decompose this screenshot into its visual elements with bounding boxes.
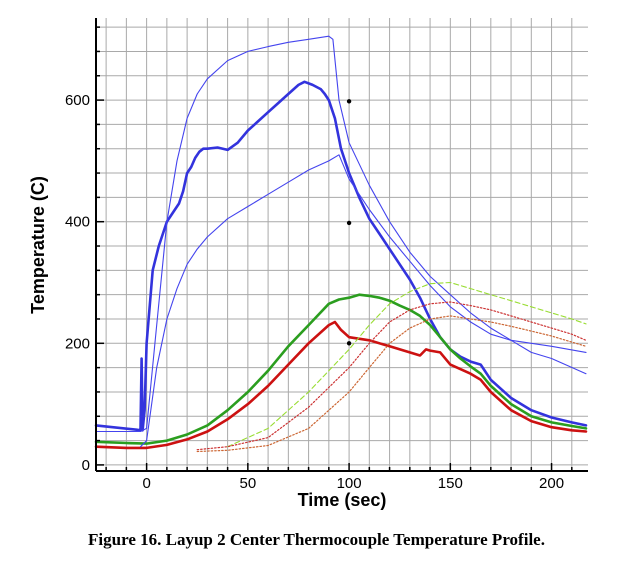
x-tick-label: 0 xyxy=(142,475,150,492)
x-tick-label: 200 xyxy=(539,475,564,492)
x-tick-label: 100 xyxy=(337,475,362,492)
x-tick-label: 150 xyxy=(438,475,463,492)
y-tick-label: 0 xyxy=(82,457,90,474)
series-line-5 xyxy=(139,154,587,448)
y-axis-title: Temperature (C) xyxy=(28,176,48,314)
grid xyxy=(96,18,588,471)
y-tick-label: 600 xyxy=(65,92,90,109)
series-line-7 xyxy=(196,301,587,451)
figure-caption: Figure 16. Layup 2 Center Thermocouple T… xyxy=(88,530,545,549)
data-marker-2 xyxy=(346,220,352,226)
axes xyxy=(95,18,588,472)
series-line-6 xyxy=(227,281,587,448)
tick-labels: 0 50 100 150 200 0 200 400 600 xyxy=(65,92,564,492)
data-marker-1 xyxy=(346,99,352,104)
temperature-chart: 0 50 100 150 200 0 200 400 600 Time (sec) Temper… xyxy=(28,18,588,510)
series-line-3 xyxy=(94,320,588,450)
series-group xyxy=(94,35,588,453)
y-tick-label: 200 xyxy=(65,335,90,352)
y-tick-label: 400 xyxy=(65,214,90,231)
x-tick-label: 50 xyxy=(240,475,257,492)
data-marker-3 xyxy=(346,341,352,346)
x-axis-title: Time (sec) xyxy=(298,490,387,510)
series-line-2 xyxy=(94,293,588,445)
series-line-8 xyxy=(196,315,587,453)
series-line-1 xyxy=(94,80,588,432)
series-line-4 xyxy=(95,35,587,433)
